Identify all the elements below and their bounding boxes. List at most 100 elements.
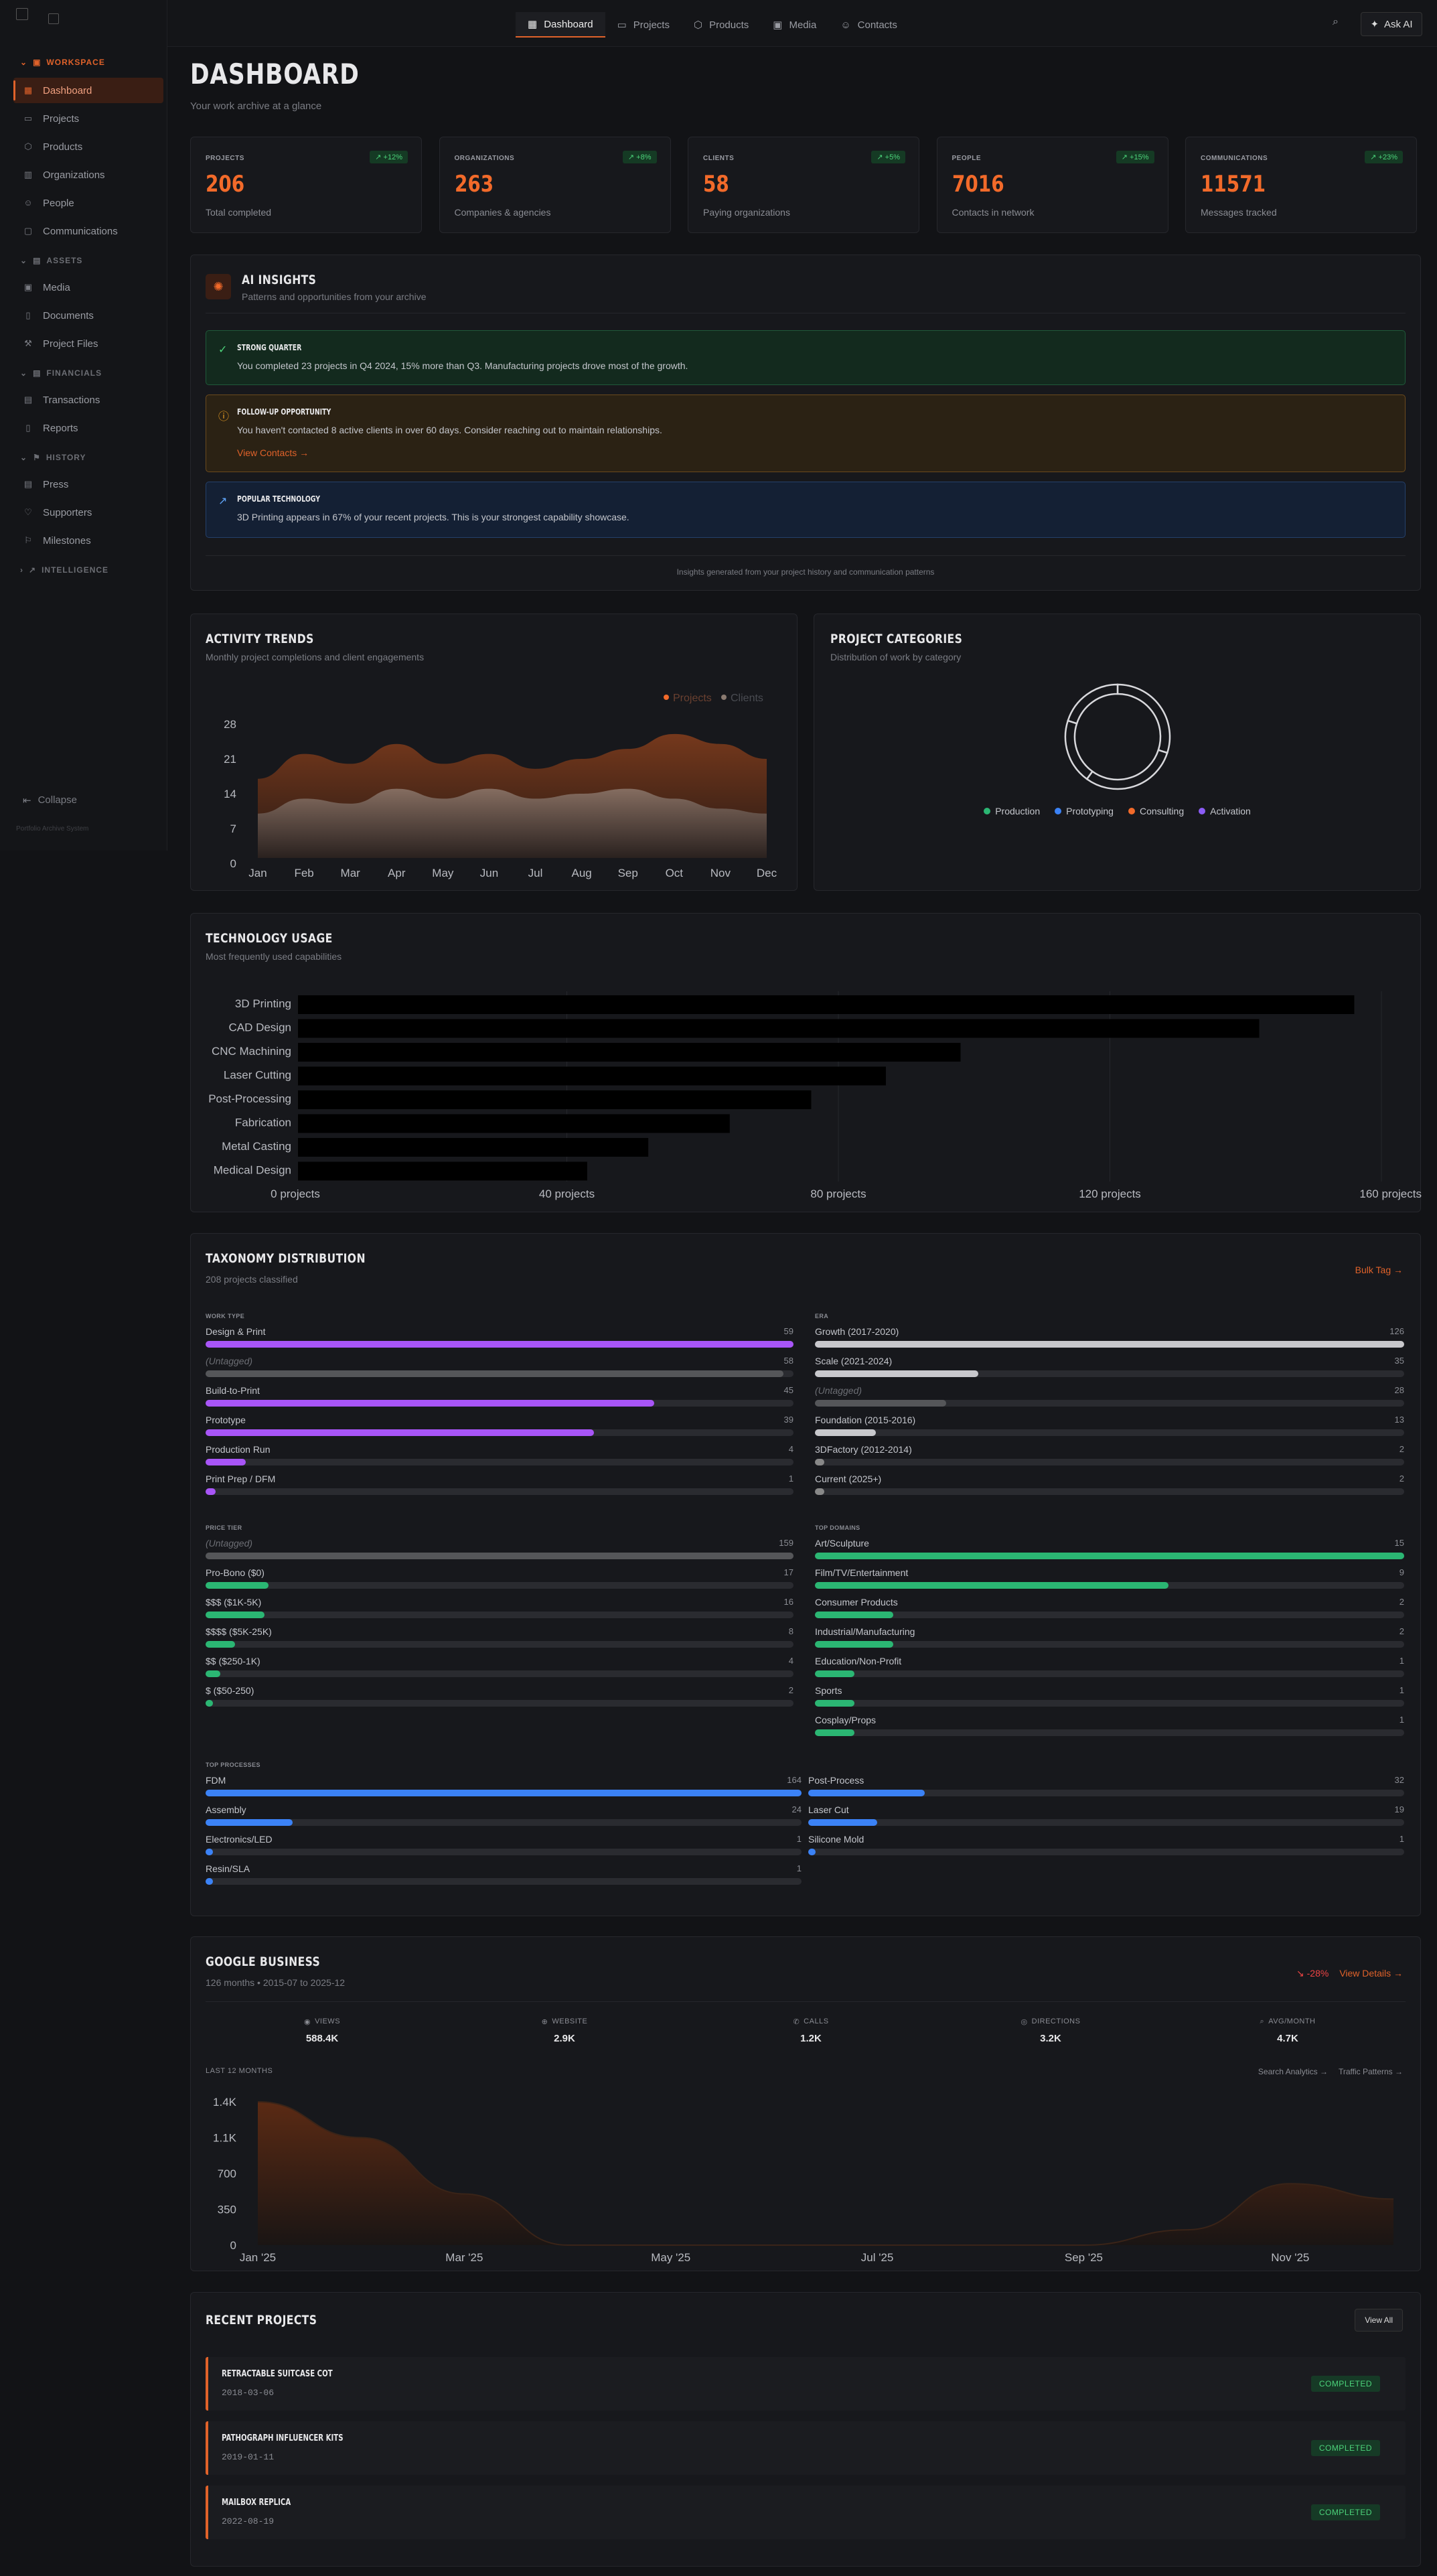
sidebar-item-media[interactable]: ▣ Media: [23, 281, 70, 293]
taxonomy-row[interactable]: Assembly 24: [206, 1804, 802, 1831]
taxonomy-row[interactable]: 3DFactory (2012-2014) 2: [815, 1444, 1404, 1471]
folder-icon: ▭: [23, 113, 33, 123]
sidebar-item-organizations[interactable]: ▥ Organizations: [23, 169, 105, 181]
sidebar-item-people[interactable]: ☺ People: [23, 197, 74, 209]
taxonomy-row[interactable]: Design & Print 59: [206, 1326, 793, 1353]
stat-card-communications[interactable]: COMMUNICATIONS ↗ +23% 11571 Messages tracke…: [1185, 137, 1417, 233]
sidebar-item-press[interactable]: ▤ Press: [23, 478, 69, 490]
taxonomy-row[interactable]: Consumer Products 2: [815, 1597, 1404, 1624]
taxonomy-row[interactable]: Foundation (2015-2016) 13: [815, 1415, 1404, 1441]
taxonomy-row[interactable]: Post-Process 32: [808, 1775, 1404, 1802]
section-financials[interactable]: ⌄ ▤ FINANCIALS: [20, 368, 102, 378]
taxonomy-bar-track: [206, 1459, 793, 1465]
taxonomy-row[interactable]: Resin/SLA 1: [206, 1863, 802, 1890]
donut-slice-production[interactable]: [1116, 683, 1171, 754]
section-workspace[interactable]: ⌄ ▣ WORKSPACE: [20, 58, 105, 67]
stat-label: ORGANIZATIONS: [454, 155, 515, 162]
donut-slice-prototyping[interactable]: [1085, 749, 1168, 790]
tech-bar[interactable]: [298, 1019, 1260, 1038]
section-assets[interactable]: ⌄ ▤ ASSETS: [20, 256, 83, 265]
taxonomy-row[interactable]: Silicone Mold 1: [808, 1834, 1404, 1861]
taxonomy-row[interactable]: Growth (2017-2020) 126: [815, 1326, 1404, 1353]
view-details-link[interactable]: View Details →: [1339, 1968, 1403, 1979]
search-icon[interactable]: ⌕: [1333, 16, 1339, 27]
taxonomy-row[interactable]: Scale (2021-2024) 35: [815, 1356, 1404, 1382]
taxonomy-row[interactable]: Laser Cut 19: [808, 1804, 1404, 1831]
sidebar-item-documents[interactable]: ▯ Documents: [13, 303, 163, 328]
tab-projects[interactable]: ▭ Projects: [617, 19, 670, 31]
sidebar-item-dashboard[interactable]: ▦ Dashboard: [13, 78, 163, 103]
taxonomy-row[interactable]: Prototype 39: [206, 1415, 793, 1441]
taxonomy-row[interactable]: Pro-Bono ($0) 17: [206, 1567, 793, 1594]
taxonomy-row[interactable]: (Untagged) 28: [815, 1385, 1404, 1412]
taxonomy-row[interactable]: (Untagged) 159: [206, 1538, 793, 1565]
taxonomy-row[interactable]: Art/Sculpture 15: [815, 1538, 1404, 1565]
sidebar-item-products[interactable]: ⬡ Products: [13, 134, 163, 159]
tech-bar[interactable]: [298, 1066, 886, 1086]
taxonomy-row[interactable]: Film/TV/Entertainment 9: [815, 1567, 1404, 1594]
taxonomy-row[interactable]: Print Prep / DFM 1: [206, 1474, 793, 1500]
sidebar-item-projects[interactable]: ▭ Projects: [23, 113, 80, 125]
taxonomy-row-label: 3DFactory (2012-2014): [815, 1444, 912, 1455]
sidebar-item-supporters[interactable]: ♡ Supporters: [13, 500, 163, 525]
tech-bar[interactable]: [298, 995, 1355, 1014]
stat-card-projects[interactable]: PROJECTS ↗ +12% 206 Total completed: [190, 137, 422, 233]
sidebar-item-transactions[interactable]: ▤ Transactions: [23, 394, 100, 406]
stat-card-people[interactable]: PEOPLE ↗ +15% 7016 Contacts in network: [936, 137, 1168, 233]
collapse-button[interactable]: ⇤ Collapse: [23, 794, 77, 806]
sidebar-item-project-files[interactable]: ⚒ Project Files: [13, 331, 163, 356]
x-tick-label: Mar: [341, 867, 361, 879]
taxonomy-bar-fill: [808, 1790, 925, 1796]
donut-slice-activation[interactable]: [1067, 683, 1119, 725]
taxonomy-row[interactable]: FDM 164: [206, 1775, 802, 1802]
bulk-tag-button[interactable]: Bulk Tag →: [1355, 1265, 1403, 1275]
ask-ai-button[interactable]: ✦ Ask AI: [1361, 12, 1422, 36]
taxonomy-row[interactable]: (Untagged) 58: [206, 1356, 793, 1382]
google-chart: 0 350 700 1.1K 1.4K Jan '25 Mar '25 May '25 Jul …: [213, 2096, 1394, 2264]
tech-bar[interactable]: [298, 1161, 587, 1181]
taxonomy-row[interactable]: Education/Non-Profit 1: [815, 1656, 1404, 1683]
donut-slice-consulting[interactable]: [1064, 719, 1094, 780]
taxonomy-row[interactable]: Industrial/Manufacturing 2: [815, 1626, 1404, 1653]
tab-media[interactable]: ▣ Media: [773, 19, 817, 31]
taxonomy-row[interactable]: $$$$ ($5K-25K) 8: [206, 1626, 793, 1653]
taxonomy-row[interactable]: Cosplay/Props 1: [815, 1715, 1404, 1741]
tab-contacts[interactable]: ☺ Contacts: [840, 19, 897, 31]
taxonomy-row[interactable]: Current (2025+) 2: [815, 1474, 1404, 1500]
sidebar-item-communications[interactable]: ▢ Communications: [23, 225, 118, 237]
recent-project-row[interactable]: PATHOGRAPH INFLUENCER KITS 2019-01-11 COMP…: [206, 2421, 1406, 2475]
alert-circle-icon: ⓘ: [218, 411, 230, 423]
sidebar-item-reports[interactable]: ▯ Reports: [13, 415, 163, 441]
taxonomy-row[interactable]: Sports 1: [815, 1685, 1404, 1712]
view-all-button[interactable]: View All: [1355, 2309, 1403, 2332]
taxonomy-row[interactable]: Electronics/LED 1: [206, 1834, 802, 1861]
taxonomy-row[interactable]: $$$ ($1K-5K) 16: [206, 1597, 793, 1624]
view-contacts-link[interactable]: View Contacts →: [237, 447, 309, 458]
tech-bar[interactable]: [298, 1114, 730, 1133]
y-tick-label: 1.4K: [213, 2096, 237, 2108]
technology-usage-card: TECHNOLOGY USAGE Most frequently used ca…: [190, 913, 1422, 1212]
stat-card-clients[interactable]: CLIENTS ↗ +5% 58 Paying organizations: [688, 137, 919, 233]
tech-bar[interactable]: [298, 1043, 961, 1062]
recent-project-row[interactable]: RETRACTABLE SUITCASE COT 2018-03-06 COMPLE…: [206, 2357, 1406, 2411]
traffic-patterns-link[interactable]: Traffic Patterns →: [1338, 2067, 1403, 2076]
search-analytics-link[interactable]: Search Analytics →: [1258, 2067, 1328, 2076]
tech-bar[interactable]: [298, 1090, 812, 1109]
taxonomy-row[interactable]: Build-to-Print 45: [206, 1385, 793, 1412]
receipt-icon: ▤: [33, 368, 42, 378]
taxonomy-row-label: Resin/SLA: [206, 1863, 250, 1874]
y-tick-label: 7: [230, 822, 236, 835]
tech-bar[interactable]: [298, 1138, 649, 1157]
taxonomy-row[interactable]: $ ($50-250) 2: [206, 1685, 793, 1712]
x-tick-label: Jul: [528, 867, 543, 879]
sidebar-item-milestones[interactable]: ⚐ Milestones: [13, 528, 163, 553]
tab-dashboard[interactable]: ▦ Dashboard: [516, 12, 605, 38]
taxonomy-row[interactable]: $$ ($250-1K) 4: [206, 1656, 793, 1683]
y-tick-label: 0: [230, 2239, 236, 2252]
recent-project-row[interactable]: MAILBOX REPLICA 2022-08-19 COMPLETED: [206, 2486, 1406, 2539]
stat-card-organizations[interactable]: ORGANIZATIONS ↗ +8% 263 Companies & agencie…: [439, 137, 671, 233]
section-history[interactable]: ⌄ ⚑ HISTORY: [20, 453, 86, 462]
tab-products[interactable]: ⬡ Products: [693, 19, 749, 31]
section-intelligence[interactable]: › ↗ INTELLIGENCE: [20, 565, 109, 575]
taxonomy-row[interactable]: Production Run 4: [206, 1444, 793, 1471]
